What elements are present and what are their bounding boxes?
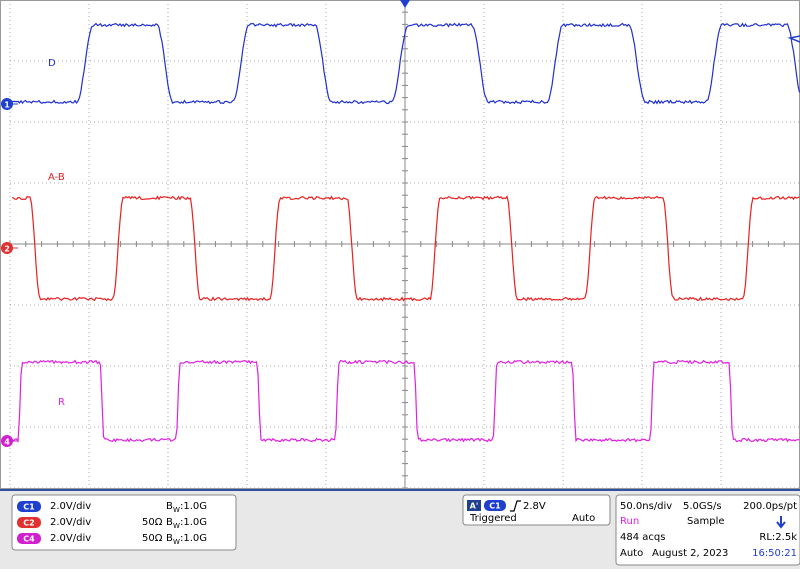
bw-symbol: B [166, 501, 173, 512]
bw-value: :1.0G [180, 501, 207, 512]
channel-badge-label: C1 [23, 503, 35, 512]
bw-sub: W [173, 522, 180, 530]
run-status: Run [620, 516, 639, 527]
trigger-channel: C1 [489, 502, 501, 511]
bw-symbol: B [166, 517, 173, 528]
svg-text:4: 4 [4, 438, 10, 447]
trace-label: R [58, 397, 65, 408]
trigger-mode: Auto [572, 513, 595, 524]
channel-badge-label: C4 [23, 535, 35, 544]
trigger-box: A' C1 2.8V Triggered Auto [463, 495, 610, 525]
date: August 2, 2023 [652, 548, 728, 559]
channel-termination: 50Ω [142, 517, 163, 528]
trigger-state: Triggered [469, 513, 517, 524]
resolution: 200.0ps/pt [743, 501, 797, 512]
record-length: RL:2.5k [759, 532, 797, 543]
bw-symbol: B [166, 533, 173, 544]
svg-text:1: 1 [4, 101, 10, 110]
trace-label: D [48, 58, 56, 69]
bw-value: :1.0G [180, 533, 207, 544]
acq-mode: Sample [687, 516, 725, 527]
timebase: 50.0ns/div [620, 501, 672, 512]
trigger-source: A' [470, 502, 479, 511]
trigger-mode: Auto [620, 548, 643, 559]
channel-badge-label: C2 [23, 519, 34, 528]
svg-text:2: 2 [4, 245, 10, 254]
channel-scale: 2.0V/div [50, 533, 91, 544]
channel-scale: 2.0V/div [50, 501, 91, 512]
sample-rate: 5.0GS/s [683, 501, 722, 512]
channel-scale: 2.0V/div [50, 517, 91, 528]
bw-sub: W [173, 506, 180, 514]
trigger-level: 2.8V [523, 501, 546, 512]
channel-termination: 50Ω [142, 533, 163, 544]
acquisition-box: 50.0ns/div 5.0GS/s 200.0ps/pt Run Sample… [616, 495, 800, 565]
bw-sub: W [173, 538, 180, 546]
bw-value: :1.0G [180, 517, 207, 528]
time: 16:50:21 [752, 548, 797, 559]
acq-count: 484 acqs [620, 532, 665, 543]
trace-label: A-B [48, 172, 65, 183]
